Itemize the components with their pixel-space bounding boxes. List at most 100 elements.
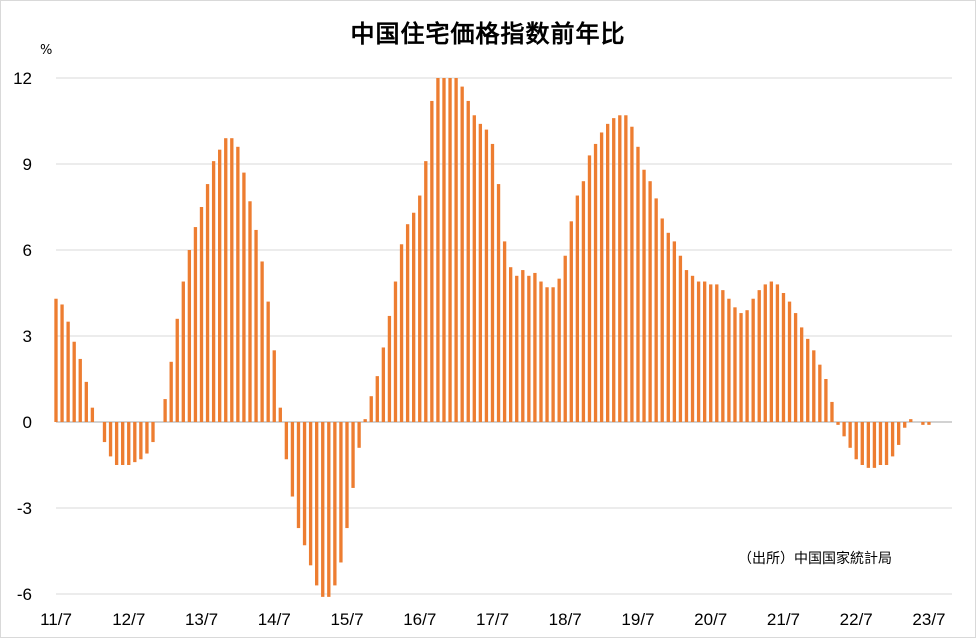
bar [751, 298, 755, 422]
bar [284, 422, 289, 460]
bar [521, 270, 525, 422]
bar [599, 132, 604, 422]
bar [399, 244, 404, 422]
bar [836, 422, 840, 425]
bar [308, 422, 313, 566]
bar [333, 422, 337, 586]
bar [218, 149, 222, 423]
bar [557, 278, 561, 422]
bar [424, 161, 428, 422]
bar [739, 313, 743, 422]
bar [60, 304, 64, 422]
bar [884, 422, 889, 465]
bar [430, 100, 434, 423]
source-note: （出所）中国国家統計局 [738, 551, 892, 567]
bar [872, 422, 877, 468]
bar [909, 419, 913, 422]
bar [72, 341, 76, 422]
bar [254, 229, 258, 422]
bar [205, 184, 210, 422]
bar [272, 350, 276, 422]
bar [442, 78, 446, 422]
bar [127, 422, 131, 465]
bar [606, 123, 610, 423]
bar [448, 78, 452, 422]
bar [787, 301, 792, 422]
bar [854, 422, 858, 460]
x-tick-label: 16/7 [403, 610, 436, 629]
x-tick-label: 15/7 [330, 610, 363, 629]
bar [78, 358, 82, 422]
bar [478, 123, 483, 423]
bar [896, 422, 901, 445]
x-tick-label: 22/7 [840, 610, 873, 629]
bar [721, 290, 725, 422]
bar [515, 275, 519, 422]
bar [563, 255, 567, 422]
bar [781, 293, 786, 422]
bar [903, 422, 907, 428]
bar [678, 255, 683, 422]
bar [672, 241, 677, 422]
bar [575, 195, 580, 422]
y-tick-label: 12 [13, 69, 32, 88]
bar [266, 301, 270, 422]
bar [812, 350, 816, 422]
bar [236, 146, 240, 423]
bar [636, 146, 640, 423]
bar [121, 422, 125, 465]
bar [630, 126, 634, 422]
x-tick-label: 19/7 [621, 610, 654, 629]
bar [545, 287, 549, 422]
bar [108, 422, 113, 457]
bar [830, 401, 834, 422]
bar [418, 195, 422, 422]
bar [224, 138, 228, 422]
bar [90, 407, 95, 422]
bar [551, 287, 555, 422]
y-tick-labels: 12 9 6 3 0 -3 -6 [13, 69, 32, 604]
bar [775, 284, 780, 422]
x-tick-label: 11/7 [40, 610, 72, 629]
x-tick-label: 20/7 [694, 610, 727, 629]
bar [187, 250, 192, 422]
bar [145, 422, 149, 454]
bar [927, 422, 931, 425]
bar [921, 422, 925, 425]
bar [436, 78, 440, 422]
bar [709, 284, 713, 422]
bar [733, 307, 737, 422]
bar [54, 298, 58, 422]
x-tick-label: 17/7 [476, 610, 509, 629]
bar [211, 161, 216, 422]
bar [363, 419, 367, 422]
bar [66, 321, 70, 422]
bar [193, 227, 198, 422]
bar [848, 422, 852, 448]
x-tick-label: 23/7 [912, 610, 945, 629]
bar [799, 327, 804, 422]
bar [133, 422, 137, 463]
bar [199, 207, 204, 422]
bar [139, 422, 143, 460]
bar [533, 272, 537, 422]
bar [860, 422, 864, 465]
bar [654, 198, 658, 422]
bar [878, 422, 883, 465]
bar [369, 396, 373, 422]
bar [648, 181, 652, 422]
bar [793, 313, 798, 422]
bar [618, 115, 622, 423]
bar [527, 275, 531, 422]
bar [466, 100, 470, 423]
bar [769, 281, 774, 422]
bar-series [54, 78, 931, 597]
bar [405, 224, 410, 422]
bar [302, 422, 307, 546]
y-tick-label: -6 [17, 585, 32, 604]
bar [593, 143, 598, 422]
bar [460, 86, 464, 422]
bar [624, 115, 628, 423]
bar [715, 284, 719, 422]
